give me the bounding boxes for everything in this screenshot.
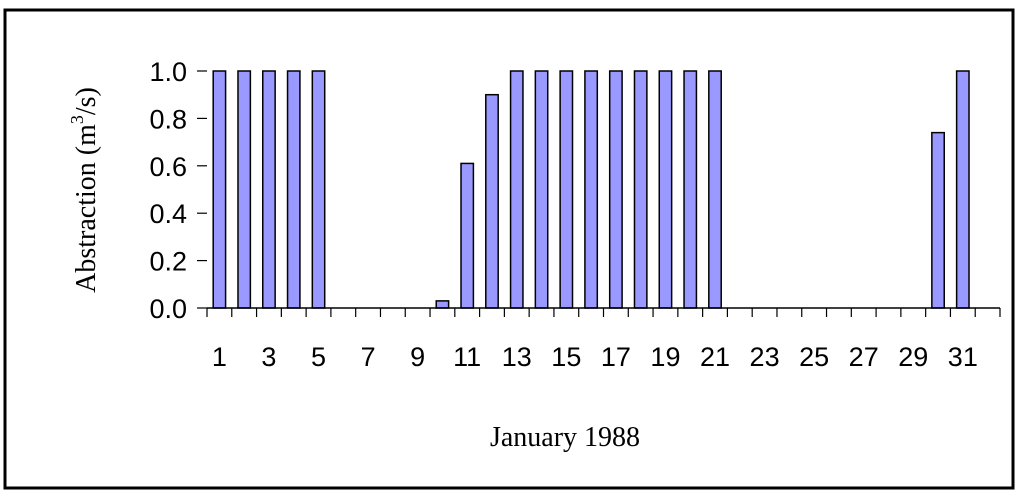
chart-frame: [3, 8, 1015, 490]
x-tick-label: 3: [261, 342, 276, 372]
bar-day-2: [237, 70, 252, 309]
y-tick-label: 0.8: [149, 104, 187, 134]
x-tick-label: 9: [410, 342, 425, 372]
y-tick-label: 0.4: [149, 199, 187, 229]
bar-day-20: [683, 70, 698, 309]
x-tick-label: 19: [650, 342, 680, 372]
y-tick-label: 0.0: [149, 294, 187, 324]
x-tick-label: 5: [311, 342, 326, 372]
y-axis-title-superscript: 3: [67, 115, 87, 124]
bar-day-31: [955, 70, 970, 309]
bar-day-4: [286, 70, 301, 309]
bar-day-16: [584, 70, 599, 309]
x-tick-label: 17: [601, 342, 631, 372]
x-tick-label: 1: [212, 342, 227, 372]
bar-day-5: [311, 70, 326, 309]
bars-group: [212, 70, 970, 309]
bar-day-15: [559, 70, 574, 309]
x-tick-label: 13: [502, 342, 532, 372]
x-tick-label: 29: [898, 342, 928, 372]
bar-day-10: [435, 300, 450, 309]
bar-day-17: [608, 70, 623, 309]
y-axis-title: Abstraction (m3/s): [67, 87, 102, 293]
x-tick-label: 27: [849, 342, 879, 372]
bar-day-12: [485, 93, 499, 309]
bar-day-11: [460, 162, 475, 309]
x-tick-label: 25: [799, 342, 829, 372]
x-tick-label: 23: [750, 342, 780, 372]
y-axis-title-prefix: Abstraction (m: [71, 124, 102, 293]
y-tick-label: 1.0: [149, 57, 187, 87]
x-tick-label: 21: [700, 342, 730, 372]
x-tick-label: 15: [551, 342, 581, 372]
bar-day-21: [708, 70, 722, 309]
x-tick-label: 11: [453, 342, 481, 372]
x-tick-label: 7: [361, 342, 376, 372]
bar-day-1: [212, 70, 227, 309]
y-tick-label: 0.2: [149, 247, 187, 277]
bar-day-3: [262, 70, 276, 309]
bar-day-14: [534, 70, 549, 309]
x-tick-label: 31: [948, 342, 978, 372]
bar-day-13: [509, 70, 524, 309]
axes-group: [197, 70, 1001, 317]
bar-day-18: [633, 70, 648, 309]
labels-group: 0.00.20.40.60.81.01 3 5 7 9 11 13 15 17 19 21 23 25 2…: [149, 57, 977, 372]
x-axis-title: January 1988: [490, 422, 640, 453]
y-tick-label: 0.6: [149, 152, 187, 182]
y-axis-title-suffix: /s): [71, 87, 102, 115]
bar-day-30: [931, 131, 945, 309]
bar-day-19: [658, 70, 673, 309]
